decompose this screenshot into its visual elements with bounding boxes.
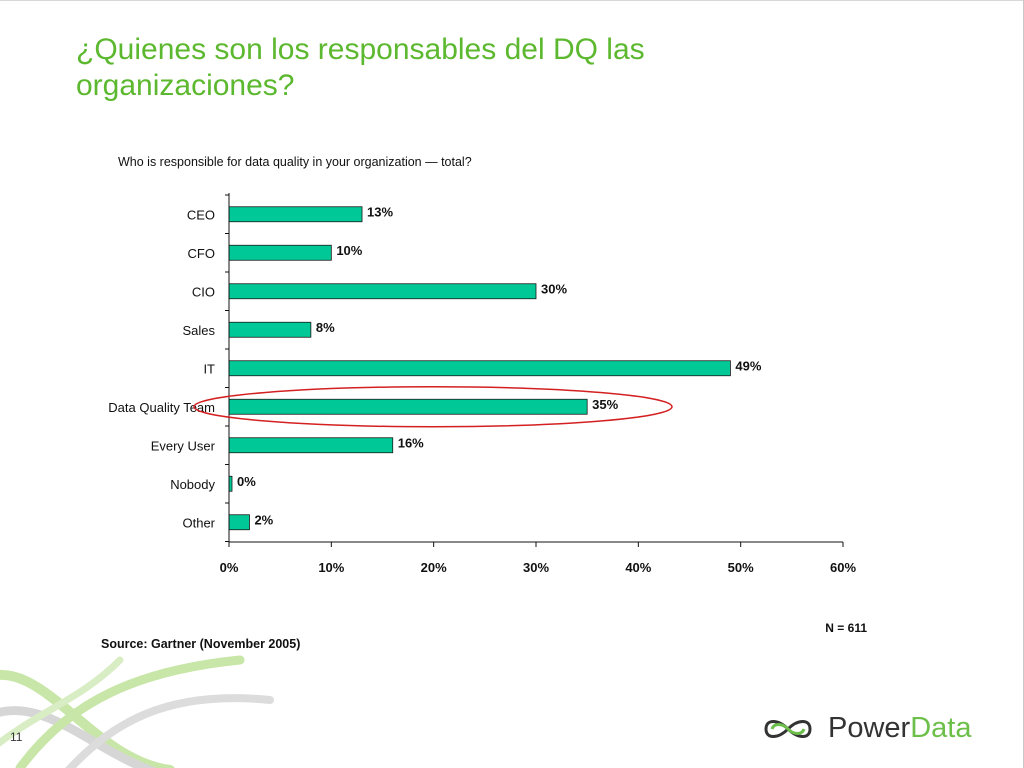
value-label: 13% [367, 204, 393, 219]
x-tick-label: 50% [728, 560, 754, 575]
bar-chart: Who is responsible for data quality in y… [101, 155, 867, 651]
value-label: 49% [735, 358, 761, 373]
source-note: Source: Gartner (November 2005) [101, 637, 300, 651]
bar [228, 360, 731, 377]
value-label: 10% [336, 243, 362, 258]
x-tick-label: 40% [625, 560, 651, 575]
value-label: 30% [541, 281, 567, 296]
category-label: CFO [188, 246, 215, 261]
powerdata-logo: PowerData [762, 708, 992, 752]
bar [228, 398, 588, 415]
value-label: 2% [254, 512, 273, 527]
chart-title: Who is responsible for data quality in y… [118, 155, 472, 169]
sample-size-note: N = 611 [825, 621, 867, 635]
category-label: CEO [187, 207, 215, 222]
x-tick-label: 10% [318, 560, 344, 575]
value-label: 0% [237, 474, 256, 489]
logo-word-power: Power [828, 712, 911, 744]
x-tick-label: 30% [523, 560, 549, 575]
category-label: Data Quality Team [108, 400, 215, 415]
bar [228, 206, 363, 223]
highlight-ellipse [193, 386, 673, 428]
category-label: Nobody [170, 477, 215, 492]
value-label: 8% [316, 320, 335, 335]
decorative-wave-graphic [0, 655, 274, 768]
category-label: Sales [182, 323, 215, 338]
logo-word-data: Data [910, 712, 972, 744]
top-border [0, 0, 1024, 1]
bar [228, 283, 537, 300]
category-label: Other [182, 515, 215, 530]
logo-wordmark: PowerData [828, 712, 971, 745]
x-tick-label: 60% [830, 560, 856, 575]
category-label: IT [203, 361, 215, 376]
infinity-logo-icon [764, 720, 812, 738]
x-tick-label: 0% [220, 560, 239, 575]
value-label: 16% [398, 435, 424, 450]
x-tick-label: 20% [421, 560, 447, 575]
category-label: Every User [151, 438, 216, 453]
bar [228, 244, 332, 261]
slide-number: 11 [10, 730, 23, 744]
bar [228, 514, 250, 531]
value-label: 35% [592, 397, 618, 412]
slide-title: ¿Quienes son los responsables del DQ las… [76, 33, 645, 102]
bar [228, 437, 394, 454]
bar [228, 321, 312, 338]
category-label: CIO [192, 284, 215, 299]
